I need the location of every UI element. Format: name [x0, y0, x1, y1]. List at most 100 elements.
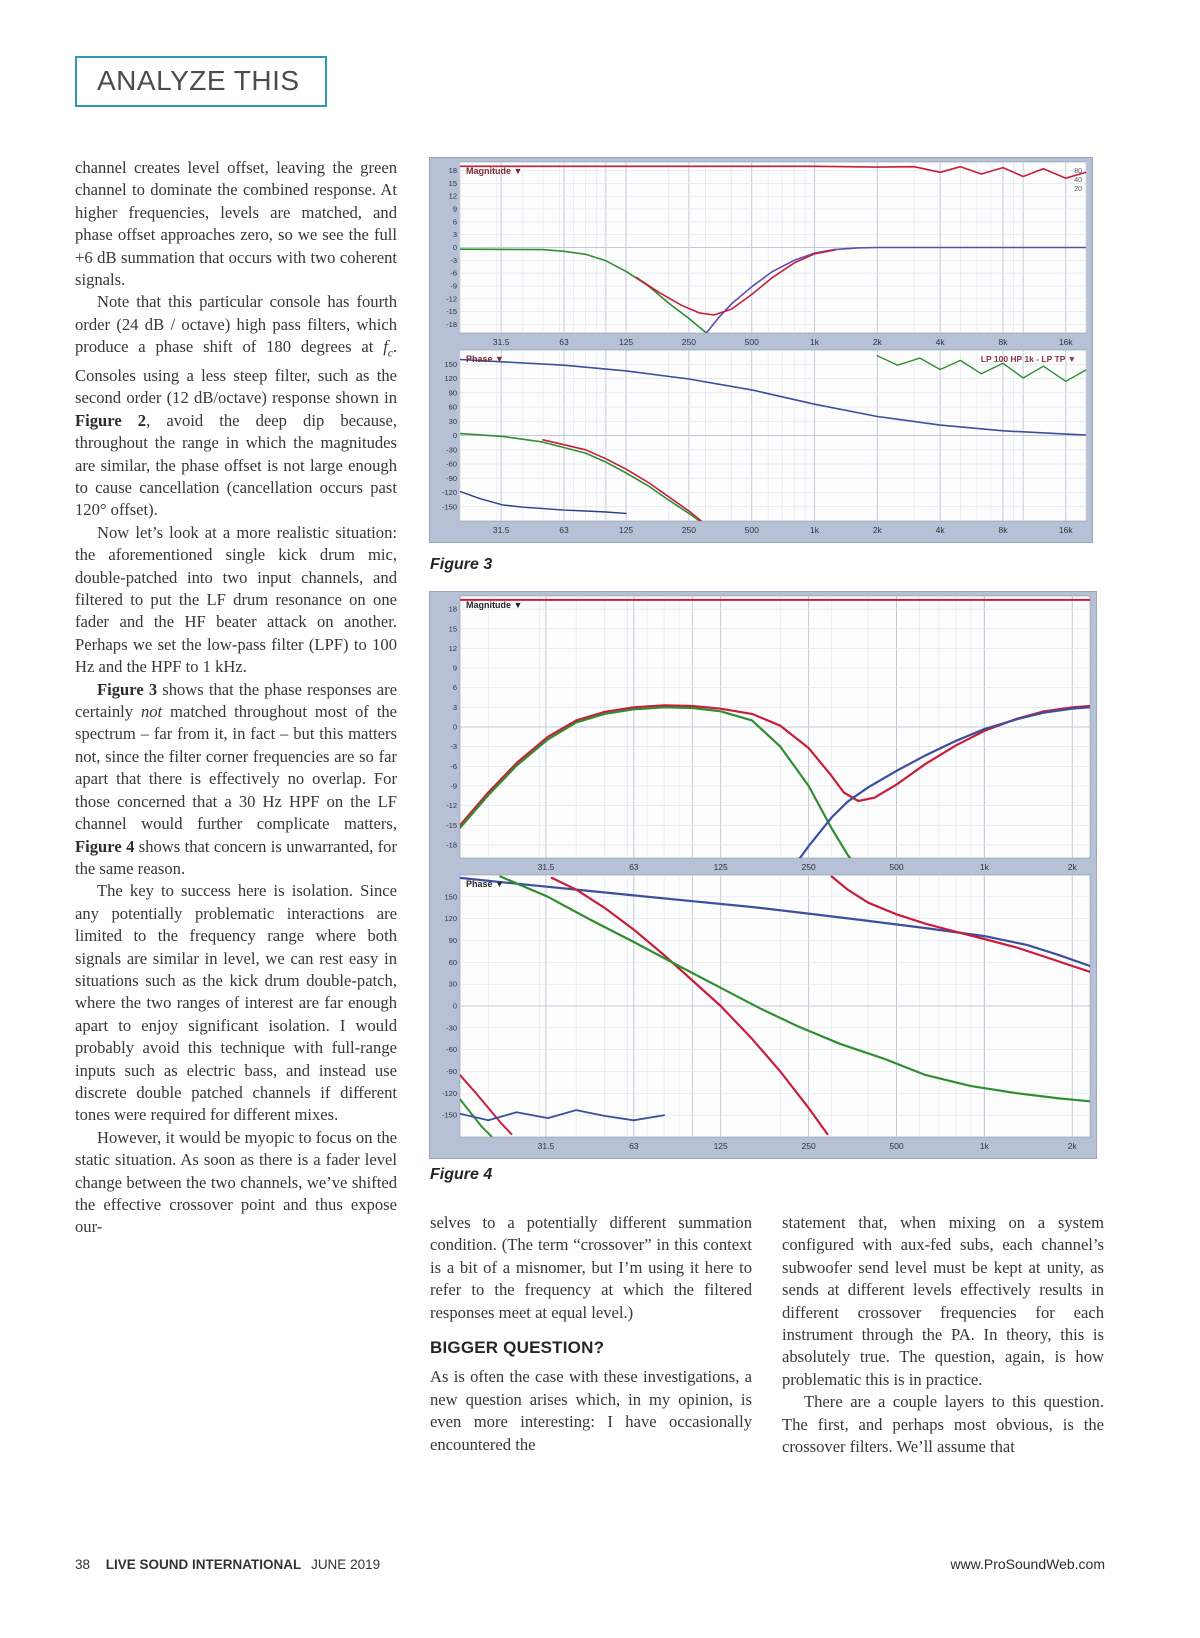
x-tick-label: 63: [559, 337, 569, 347]
x-tick-label: 250: [801, 1141, 815, 1151]
section-banner: ANALYZE THIS: [75, 56, 327, 107]
right-axis-label: 20: [1074, 186, 1082, 193]
middle-column: selves to a potentially different summat…: [430, 1212, 752, 1456]
series-combined-phase: [542, 438, 703, 521]
series-summed-dip: [635, 249, 836, 316]
series-lf-phase: [499, 875, 1090, 1103]
y-tick-label: -6: [450, 269, 457, 278]
y-tick-label: -12: [446, 294, 457, 303]
y-tick-label: 60: [449, 403, 457, 412]
x-tick-label: 2k: [1068, 1141, 1078, 1151]
y-tick-label: 30: [449, 417, 457, 426]
panel-label: Phase ▼: [466, 354, 504, 364]
x-tick-label: 16k: [1059, 337, 1073, 347]
x-tick-label: 1k: [810, 337, 820, 347]
x-tick-label: 31.5: [538, 1141, 555, 1151]
series-hf-channel-magnitude: [798, 706, 1090, 858]
paragraph: The key to success here is isolation. Si…: [75, 881, 397, 1125]
series-combined-phase-wrapped: [830, 875, 1090, 973]
series-lpf-phase: [460, 432, 701, 521]
y-tick-label: 120: [444, 374, 457, 383]
y-tick-label: 18: [449, 166, 457, 175]
x-tick-label: 63: [559, 525, 569, 535]
figure3-chart: 31.5 63 125 250 500 1k 2k 4k 8k 16k1815129630-3-6…: [430, 158, 1092, 542]
x-tick-label: 250: [682, 525, 696, 535]
panel-label: Magnitude ▼: [466, 166, 522, 176]
y-tick-label: -30: [446, 445, 457, 454]
y-tick-label: -30: [446, 1023, 457, 1032]
y-tick-label: -120: [442, 1089, 457, 1098]
y-tick-label: 0: [453, 723, 457, 732]
left-column: channel creates level offset, leaving th…: [75, 157, 397, 1239]
y-tick-label: -90: [446, 1067, 457, 1076]
x-tick-label: 8k: [998, 525, 1008, 535]
footer-left: 38 LIVE SOUND INTERNATIONAL JUNE 2019: [75, 1557, 380, 1572]
y-tick-label: 3: [453, 703, 457, 712]
panel-legend: LP 100 HP 1k - LP TP ▼: [981, 354, 1076, 364]
panel-label: Magnitude ▼: [466, 600, 522, 610]
y-tick-label: 90: [449, 388, 457, 397]
x-tick-label: 2k: [873, 525, 883, 535]
y-tick-label: -15: [446, 821, 457, 830]
y-tick-label: 90: [449, 936, 457, 945]
right-axis-label: 80: [1074, 168, 1082, 175]
figure-4-caption: Figure 4: [430, 1166, 493, 1183]
y-tick-label: 18: [449, 605, 457, 614]
paragraph: Note that this particular console has fo…: [75, 292, 397, 520]
figure-3-caption: Figure 3: [430, 556, 493, 573]
x-tick-label: 500: [745, 337, 759, 347]
x-tick-label: 125: [714, 862, 728, 872]
x-tick-label: 31.5: [493, 337, 510, 347]
x-tick-label: 125: [619, 337, 633, 347]
x-tick-label: 8k: [998, 337, 1008, 347]
y-tick-label: 0: [453, 1002, 457, 1011]
x-tick-label: 31.5: [493, 525, 510, 535]
panel-label: Phase ▼: [466, 879, 504, 889]
right-column: statement that, when mixing on a system …: [782, 1212, 1104, 1458]
page-number: 38: [75, 1557, 91, 1572]
x-tick-label: 2k: [873, 337, 883, 347]
y-tick-label: 0: [453, 431, 457, 440]
x-tick-label: 1k: [980, 862, 990, 872]
series-combined-phase-steep: [550, 876, 829, 1136]
series-combined-flat-trace: [460, 165, 1086, 180]
x-tick-label: 1k: [980, 1141, 990, 1151]
y-tick-label: -15: [446, 307, 457, 316]
x-tick-label: 125: [714, 1141, 728, 1151]
x-tick-label: 4k: [936, 337, 946, 347]
x-tick-label: 500: [889, 862, 903, 872]
x-tick-label: 16k: [1059, 525, 1073, 535]
y-tick-label: 30: [449, 980, 457, 989]
page-footer: 38 LIVE SOUND INTERNATIONAL JUNE 2019 ww…: [75, 1556, 1105, 1572]
x-tick-label: 4k: [936, 525, 946, 535]
series-hpf-phase: [460, 358, 1086, 436]
series-lpf-100-magnitude: [460, 248, 708, 333]
y-tick-label: 9: [453, 664, 457, 673]
y-tick-label: 12: [449, 644, 457, 653]
y-tick-label: 60: [449, 958, 457, 967]
paragraph: There are a couple layers to this questi…: [782, 1392, 1104, 1457]
series-lf-phase-wrap: [460, 1098, 493, 1137]
x-tick-label: 125: [619, 525, 633, 535]
y-tick-label: -3: [450, 256, 457, 265]
paragraph: Now let’s look at a more realistic situa…: [75, 522, 397, 677]
x-tick-label: 500: [745, 525, 759, 535]
figure4-chart: 31.5 63 125 250 500 1k 2k1815129630-3-6-9-12-1…: [430, 592, 1096, 1158]
figure-4-image: 31.5 63 125 250 500 1k 2k 18 15 12 9 6 3 0 -3 -6 -9 -12 -1…: [430, 592, 1096, 1158]
issue-date: JUNE 2019: [311, 1557, 381, 1572]
paragraph: As is often the case with these investig…: [430, 1367, 752, 1454]
x-tick-label: 63: [629, 862, 639, 872]
x-tick-label: 2k: [1068, 862, 1078, 872]
paragraph: However, it would be myopic to focus on …: [75, 1127, 397, 1237]
y-tick-label: -120: [442, 488, 457, 497]
section-heading: BIGGER QUESTION?: [430, 1338, 605, 1358]
y-tick-label: 120: [444, 914, 457, 923]
y-tick-label: 3: [453, 230, 457, 239]
x-tick-label: 500: [889, 1141, 903, 1151]
y-tick-label: -150: [442, 502, 457, 511]
paragraph: channel creates level offset, leaving th…: [75, 158, 397, 290]
x-tick-label: 250: [682, 337, 696, 347]
y-tick-label: 9: [453, 205, 457, 214]
footer-website: www.ProSoundWeb.com: [950, 1556, 1105, 1572]
